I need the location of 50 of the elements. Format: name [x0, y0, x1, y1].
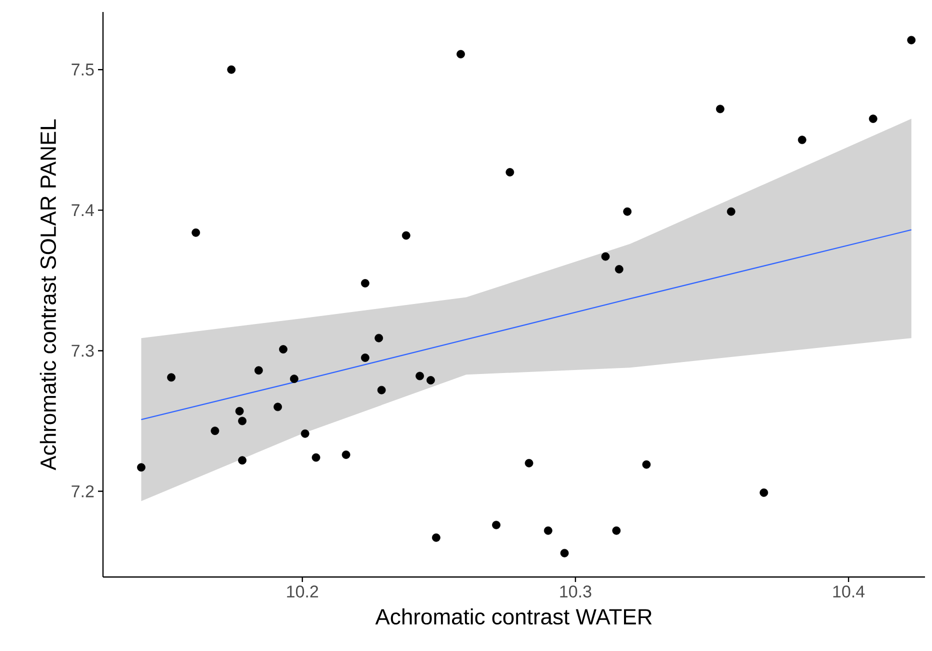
point: [279, 345, 288, 354]
point: [760, 488, 768, 497]
point: [274, 402, 282, 412]
point: [506, 168, 514, 176]
point: [612, 526, 621, 535]
y-axis-title: Achromatic contrast SOLAR PANEL: [40, 119, 56, 470]
point: [360, 279, 370, 288]
point: [167, 373, 176, 382]
point: [614, 264, 624, 274]
point: [726, 207, 736, 216]
y-tick-label: 7.2: [72, 485, 94, 498]
x-tick-label: 10.3: [560, 586, 592, 598]
point: [374, 334, 384, 342]
point: [238, 456, 246, 465]
point: [192, 228, 200, 237]
point: [290, 374, 298, 384]
point: [642, 460, 651, 469]
point: [907, 36, 916, 44]
point: [342, 450, 350, 459]
point: [312, 453, 320, 462]
point: [544, 526, 552, 535]
x-axis-title: Achromatic contrast WATER: [375, 608, 652, 625]
x-tick-label: 10.4: [833, 586, 865, 598]
y-tick-label: 7.3: [72, 344, 94, 357]
point: [623, 207, 632, 216]
point: [377, 386, 386, 394]
point: [402, 231, 410, 240]
point: [235, 406, 244, 416]
point: [798, 136, 806, 144]
point: [432, 533, 440, 542]
point: [360, 354, 370, 362]
point: [426, 376, 435, 384]
point: [868, 114, 878, 124]
point: [416, 372, 424, 380]
point: [524, 458, 534, 468]
point: [254, 366, 263, 375]
y-tick-label: 7.4: [72, 204, 94, 216]
line-series: [140, 229, 912, 420]
point: [227, 65, 236, 74]
point: [456, 50, 465, 58]
point: [716, 104, 724, 114]
y-tick-label: 7.5: [72, 64, 94, 76]
point: [601, 252, 610, 261]
point: [300, 429, 310, 438]
point: [238, 416, 246, 426]
point: [210, 426, 220, 436]
point: [137, 463, 146, 472]
point: [560, 548, 569, 558]
x-tick-label: 10.2: [287, 586, 318, 598]
point: [492, 520, 500, 530]
